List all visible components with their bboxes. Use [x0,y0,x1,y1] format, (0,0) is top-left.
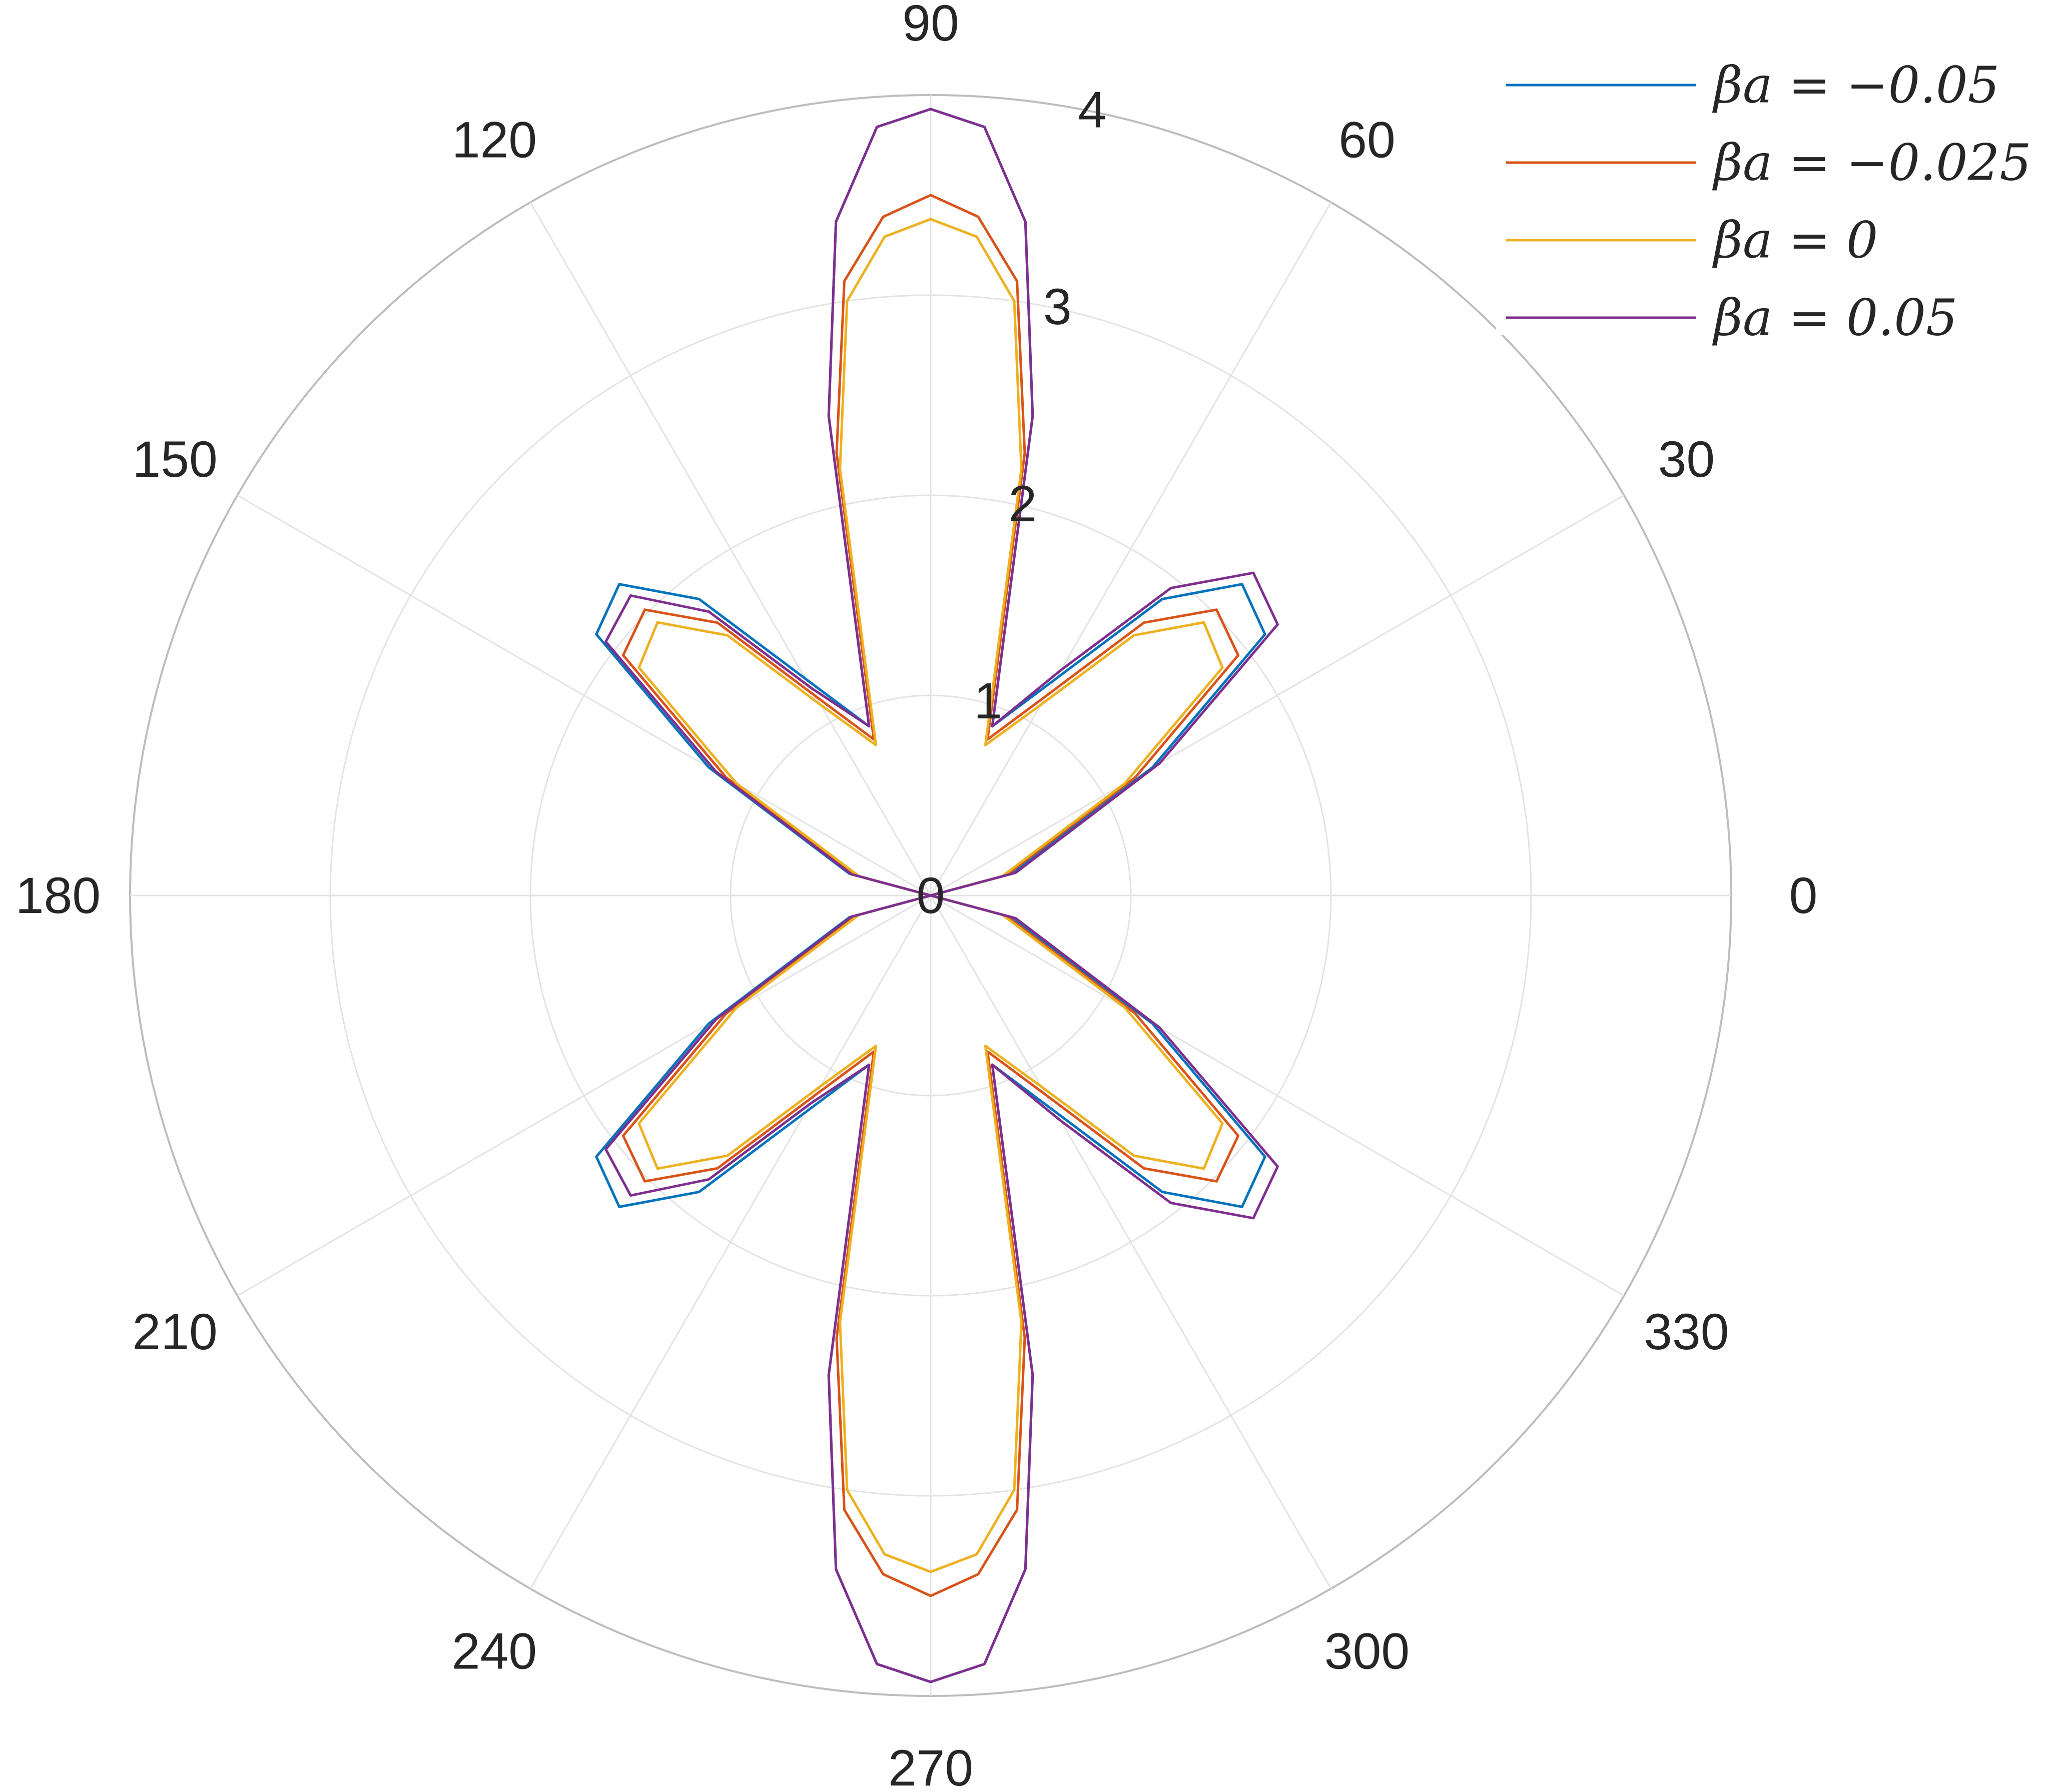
grid-spoke-210 [237,894,931,1297]
legend-label-4: βa = 0.05 [1712,289,1957,347]
angle-tick-label-30: 30 [1658,431,1715,488]
legend: βa = −0.05 βa = −0.025 βa = 0 βa = 0.05 [1496,35,2051,347]
grid-spoke-330 [930,894,1625,1297]
angle-tick-label-300: 300 [1324,1622,1410,1679]
grid-spoke-240 [529,895,932,1589]
angle-tick-label-330: 330 [1644,1303,1729,1360]
polar-grid [129,94,1732,1697]
grid-spoke-150 [237,494,931,897]
angle-tick-label-180: 180 [16,867,101,924]
radial-tick-labels: 0 1 2 3 4 [917,81,1107,924]
angle-tick-label-240: 240 [452,1622,537,1679]
grid-spoke-60 [930,202,1332,896]
series-group [595,108,1279,1683]
radial-tick-label-4: 4 [1078,81,1106,138]
grid-spoke-120 [529,202,932,896]
radial-tick-label-3: 3 [1043,278,1072,335]
series-line-4 [604,108,1279,1683]
angle-tick-label-60: 60 [1338,112,1395,169]
legend-label-3: βa = 0 [1712,211,1878,270]
radial-tick-label-1: 1 [974,672,1002,729]
legend-label-1: βa = −0.05 [1712,56,1999,115]
radial-tick-label-2: 2 [1009,475,1037,532]
grid-spoke-300 [930,895,1332,1589]
angle-tick-label-90: 90 [902,0,959,52]
radial-tick-label-0: 0 [917,867,945,924]
grid-spoke-30 [930,494,1625,897]
legend-label-2: βa = −0.025 [1712,134,2031,192]
angle-tick-label-270: 270 [888,1739,973,1792]
angle-tick-label-150: 150 [133,431,218,488]
angle-tick-label-120: 120 [452,112,537,169]
angle-tick-label-0: 0 [1789,867,1818,924]
angle-tick-label-210: 210 [133,1303,218,1360]
